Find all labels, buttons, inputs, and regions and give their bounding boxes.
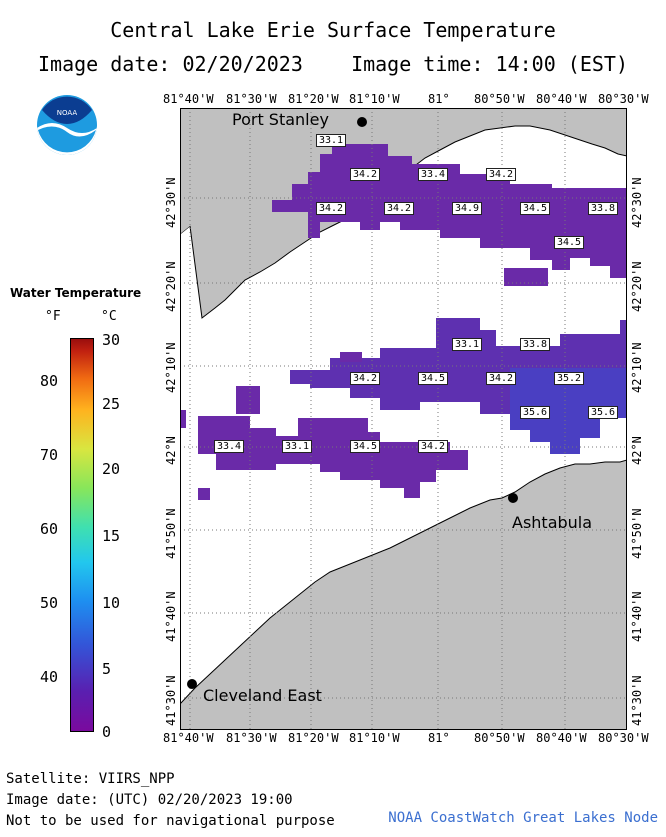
footer-satellite: Satellite: VIIRS_NPP: [6, 771, 175, 787]
legend-f-tick: 50: [40, 594, 59, 612]
legend-f-tick: 70: [40, 446, 59, 464]
lat-tick-right: 42°20'N: [630, 261, 644, 312]
temp-label: 35.2: [554, 372, 585, 385]
image-date-time: Image date: 02/20/2023 Image time: 14:00…: [0, 52, 666, 76]
lat-tick-right: 42°N: [630, 436, 644, 465]
temp-label: 33.1: [282, 440, 313, 453]
temp-label: 34.2: [486, 168, 517, 181]
image-time: Image time: 14:00 (EST): [351, 52, 629, 76]
legend-unit-f: °F: [45, 309, 61, 324]
temp-label: 34.9: [452, 202, 483, 215]
legend-c-tick: 20: [102, 460, 121, 478]
lat-tick-right: 41°50'N: [630, 508, 644, 559]
temp-label: 34.2: [316, 202, 347, 215]
temp-label: 34.2: [350, 168, 381, 181]
legend-c-tick: 0: [102, 723, 112, 741]
lat-tick-right: 41°40'N: [630, 591, 644, 642]
temp-label: 34.2: [350, 372, 381, 385]
temp-label: 34.5: [418, 372, 449, 385]
temp-label: 33.8: [520, 338, 551, 351]
lon-tick-bottom: 81°40'W: [163, 731, 214, 745]
lon-tick-top: 80°30'W: [598, 92, 649, 106]
temp-label: 33.8: [588, 202, 619, 215]
lon-tick-bottom: 81°10'W: [349, 731, 400, 745]
temp-label: 34.5: [554, 236, 585, 249]
lon-tick-top: 81°10'W: [349, 92, 400, 106]
legend-f-tick: 40: [40, 668, 59, 686]
legend-c-tick: 5: [102, 660, 112, 678]
legend-c-tick: 15: [102, 527, 121, 545]
footer-utc-date: Image date: (UTC) 02/20/2023 19:00: [6, 792, 293, 808]
lon-tick-bottom: 81°20'W: [288, 731, 339, 745]
lat-tick-left: 42°30'N: [164, 177, 178, 228]
legend-color-bar: [70, 338, 94, 732]
lon-tick-top: 81°: [428, 92, 450, 106]
lon-tick-top: 80°40'W: [536, 92, 587, 106]
legend-unit-c: °C: [101, 309, 117, 324]
lon-tick-bottom: 80°50'W: [474, 731, 525, 745]
port-stanley-marker: [357, 117, 367, 127]
city-cleveland-east: Cleveland East: [203, 686, 322, 705]
temp-label: 34.2: [418, 440, 449, 453]
map-panel: [179, 107, 628, 731]
noaa-logo: NOAA: [36, 94, 98, 156]
lat-tick-left: 42°N: [164, 436, 178, 465]
temp-label: 33.1: [452, 338, 483, 351]
cleveland-marker: [187, 679, 197, 689]
temp-label: 33.4: [214, 440, 245, 453]
temp-label: 34.5: [350, 440, 381, 453]
map-canvas: [179, 107, 628, 731]
temp-label: 34.2: [384, 202, 415, 215]
legend-f-tick: 60: [40, 520, 59, 538]
legend-f-tick: 80: [40, 372, 59, 390]
lon-tick-top: 81°30'W: [226, 92, 277, 106]
lat-tick-left: 41°40'N: [164, 591, 178, 642]
legend-c-tick: 25: [102, 395, 121, 413]
lat-tick-left: 42°10'N: [164, 342, 178, 393]
graticule: [180, 108, 627, 730]
lon-tick-bottom: 81°: [428, 731, 450, 745]
city-port-stanley: Port Stanley: [232, 110, 329, 129]
temp-label: 35.6: [588, 406, 619, 419]
lat-tick-right: 41°30'N: [630, 675, 644, 726]
lon-tick-bottom: 80°30'W: [598, 731, 649, 745]
footer-credit: NOAA CoastWatch Great Lakes Node: [388, 810, 658, 826]
legend-title: Water Temperature: [10, 286, 142, 300]
lat-tick-left: 41°50'N: [164, 508, 178, 559]
lon-tick-top: 81°20'W: [288, 92, 339, 106]
temp-label: 33.4: [418, 168, 449, 181]
temp-label: 33.1: [316, 134, 347, 147]
lat-tick-left: 41°30'N: [164, 675, 178, 726]
lon-tick-bottom: 80°40'W: [536, 731, 587, 745]
temp-label: 34.5: [520, 202, 551, 215]
water-temperature-middle: [290, 318, 627, 454]
temp-label: 35.6: [520, 406, 551, 419]
temp-label: 34.2: [486, 372, 517, 385]
lon-tick-top: 81°40'W: [163, 92, 214, 106]
map-title: Central Lake Erie Surface Temperature: [110, 18, 556, 42]
land-south: [179, 459, 628, 731]
water-temperature-south: [180, 386, 468, 500]
image-date: Image date: 02/20/2023: [37, 52, 303, 76]
ashtabula-marker: [508, 493, 518, 503]
lat-tick-right: 42°30'N: [630, 177, 644, 228]
legend-c-tick: 30: [102, 331, 121, 349]
lat-tick-right: 42°10'N: [630, 342, 644, 393]
lon-tick-top: 80°50'W: [474, 92, 525, 106]
noaa-logo-text: NOAA: [57, 109, 78, 117]
legend-c-tick: 10: [102, 594, 121, 612]
lat-tick-left: 42°20'N: [164, 261, 178, 312]
city-ashtabula: Ashtabula: [512, 513, 593, 532]
lon-tick-bottom: 81°30'W: [226, 731, 277, 745]
footer-disclaimer: Not to be used for navigational purpose: [6, 813, 335, 829]
